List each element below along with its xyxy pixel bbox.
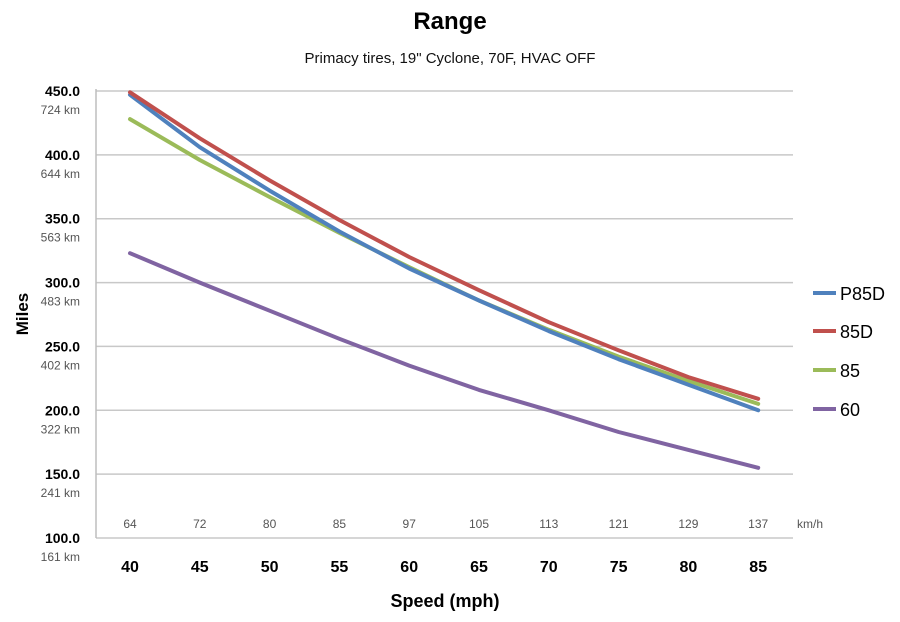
legend-label: 85 <box>840 361 860 381</box>
y-tick-label: 150.0 <box>45 466 80 482</box>
x-tick-label: 45 <box>191 559 209 576</box>
x-secondary-tick-label: 129 <box>678 517 698 531</box>
y-tick-label: 100.0 <box>45 530 80 546</box>
x-secondary-tick-label: 137 <box>748 517 768 531</box>
series-line-p85d <box>128 92 761 413</box>
y-tick-km-label: 402 km <box>41 358 80 372</box>
x-secondary-unit-label: km/h <box>797 517 823 531</box>
y-tick-label: 450.0 <box>45 83 80 99</box>
x-secondary-tick-label: 121 <box>609 517 629 531</box>
y-tick-label: 300.0 <box>45 275 80 291</box>
chart-subtitle: Primacy tires, 19" Cyclone, 70F, HVAC OF… <box>304 50 596 67</box>
x-tick-label: 70 <box>540 559 558 576</box>
x-secondary-tick-label: 105 <box>469 517 489 531</box>
x-tick-label: 40 <box>121 559 139 576</box>
x-tick-label: 55 <box>331 559 349 576</box>
y-tick-km-label: 161 km <box>41 550 80 564</box>
x-secondary-tick-label: 64 <box>123 517 137 531</box>
y-tick-km-label: 563 km <box>41 231 80 245</box>
y-tick-label: 350.0 <box>45 211 80 227</box>
series-line-60 <box>128 251 761 470</box>
x-secondary-tick-label: 97 <box>403 517 417 531</box>
y-tick-label: 400.0 <box>45 147 80 163</box>
x-axis-title: Speed (mph) <box>390 591 499 611</box>
y-tick-km-label: 241 km <box>41 486 80 500</box>
x-secondary-tick-label: 72 <box>193 517 207 531</box>
x-tick-label: 75 <box>610 559 628 576</box>
x-secondary-tick-label: 113 <box>539 517 558 531</box>
legend-label: P85D <box>840 284 885 304</box>
legend-label: 60 <box>840 400 860 420</box>
y-tick-label: 200.0 <box>45 402 80 418</box>
x-secondary-tick-label: 85 <box>333 517 347 531</box>
y-tick-km-label: 644 km <box>41 167 80 181</box>
x-tick-label: 50 <box>261 559 279 576</box>
x-tick-label: 60 <box>400 559 418 576</box>
x-tick-label: 85 <box>749 559 767 576</box>
x-secondary-tick-label: 80 <box>263 517 277 531</box>
legend-label: 85D <box>840 322 873 342</box>
y-tick-km-label: 483 km <box>41 295 80 309</box>
chart-title: Range <box>413 8 487 35</box>
y-tick-km-label: 724 km <box>41 103 80 117</box>
x-tick-label: 65 <box>470 559 488 576</box>
series-line-85d <box>128 90 761 401</box>
y-axis-title: Miles <box>13 293 32 336</box>
x-tick-label: 80 <box>680 559 698 576</box>
y-tick-km-label: 322 km <box>41 422 80 436</box>
y-tick-label: 250.0 <box>45 338 80 354</box>
